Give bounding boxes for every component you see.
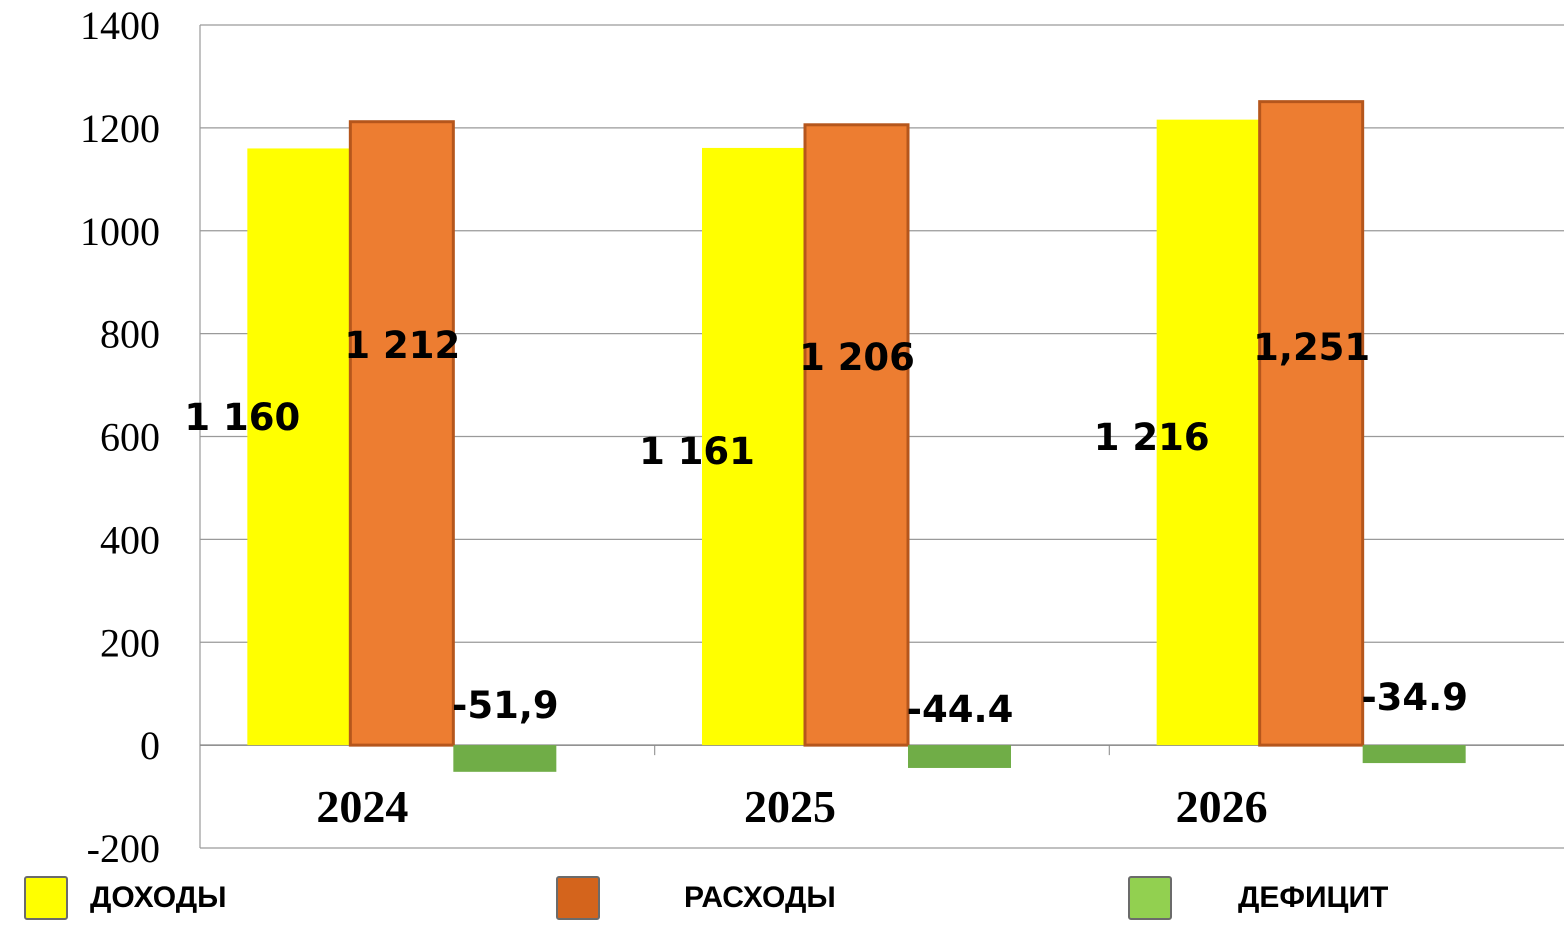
legend-item-income: ДОХОДЫ (24, 876, 226, 920)
data-label: 1 161 (639, 430, 755, 473)
y-tick-label: 800 (100, 312, 160, 357)
legend: ДОХОДЫ РАСХОДЫ ДЕФИЦИТ (0, 868, 1564, 927)
bar-income-2026 (1156, 119, 1260, 746)
x-category-label: 2026 (1176, 781, 1268, 832)
data-label: -44.4 (907, 688, 1014, 731)
bar-deficit-2025 (908, 745, 1011, 768)
y-tick-label: 200 (100, 620, 160, 665)
legend-swatch-expenses (556, 876, 600, 920)
legend-swatch-income (24, 876, 68, 920)
y-tick-label: 400 (100, 517, 160, 562)
data-label: -34.9 (1361, 676, 1468, 719)
data-label: 1 212 (344, 324, 460, 367)
bar-income-2025 (702, 147, 805, 746)
bar-expenses-2026 (1258, 100, 1365, 747)
legend-label-expenses: РАСХОДЫ (684, 881, 836, 914)
y-tick-label: 600 (100, 415, 160, 460)
legend-item-deficit: ДЕФИЦИТ (1128, 876, 1388, 920)
data-label: 1 160 (184, 396, 300, 439)
bar-deficit-2024 (453, 745, 557, 772)
legend-label-deficit: ДЕФИЦИТ (1238, 881, 1389, 914)
data-label: 1 206 (799, 336, 915, 379)
y-tick-label: 1400 (80, 3, 160, 48)
legend-item-expenses: РАСХОДЫ (556, 876, 836, 920)
x-category-label: 2025 (744, 781, 836, 832)
legend-label-income: ДОХОДЫ (90, 881, 227, 914)
data-label: 1,251 (1253, 326, 1370, 369)
bar-income-2024 (247, 148, 351, 746)
data-labels: 1 160 1 212 -51,9 1 161 1 206 -44.4 1 216 1,251… (184, 324, 1468, 731)
legend-swatch-deficit (1128, 876, 1172, 920)
data-label: 1 216 (1094, 416, 1210, 459)
data-label: -51,9 (452, 684, 559, 727)
x-category-label: 2024 (316, 781, 408, 832)
bar-expenses-2024 (348, 120, 455, 747)
y-tick-label: 1000 (80, 209, 160, 254)
bar-deficit-2026 (1362, 745, 1466, 764)
bars (247, 100, 1466, 772)
y-tick-label: -200 (87, 826, 160, 871)
bar-expenses-2025 (803, 123, 910, 747)
y-tick-label: 1200 (80, 106, 160, 151)
y-tick-label: 0 (140, 723, 160, 768)
